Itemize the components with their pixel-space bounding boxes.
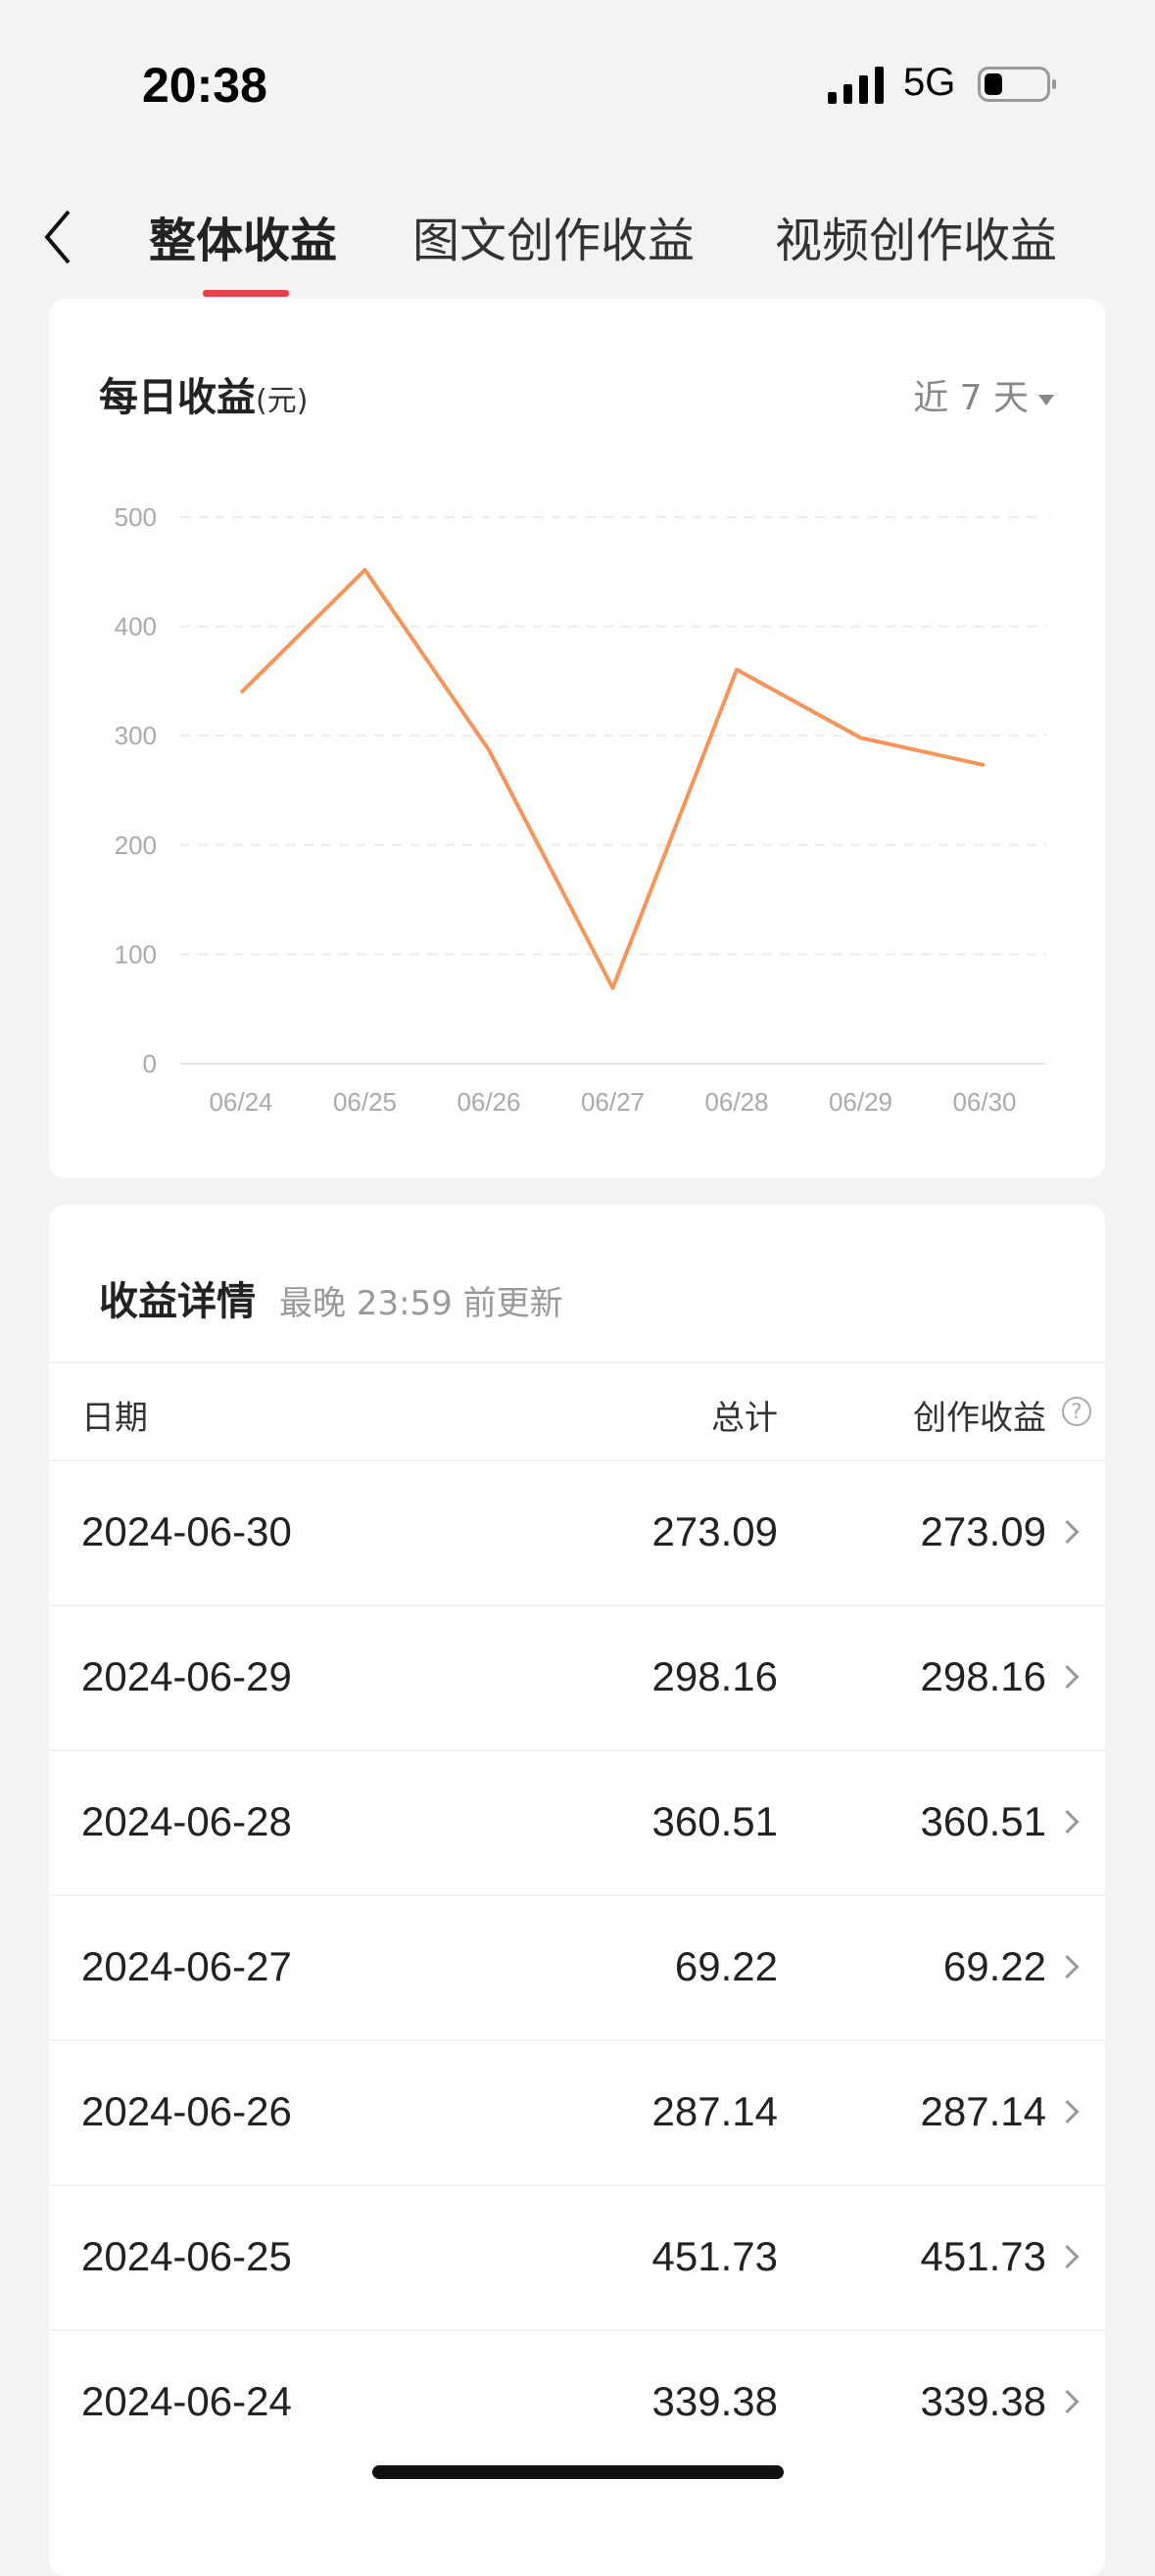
divider (49, 2329, 1105, 2331)
update-note: 最晚 23:59 前更新 (279, 1284, 563, 1323)
divider (49, 1459, 1105, 1461)
table-row[interactable]: 2024-06-25 451.73 451.73 (49, 2184, 1105, 2329)
y-tick-label: 300 (115, 721, 157, 750)
chevron-right-icon (1055, 1955, 1079, 1979)
table-row[interactable]: 2024-06-28 360.51 360.51 (49, 1749, 1105, 1894)
line-chart: 0 100 200 300 400 500 06/24 06/25 06/26 06/27 06/2… (49, 299, 1105, 1178)
y-tick-label: 0 (143, 1049, 157, 1078)
header-creator-earnings: 创作收益 (913, 1391, 1046, 1439)
y-tick-label: 100 (115, 939, 157, 969)
row-date: 2024-06-28 (81, 1798, 292, 1845)
divider (49, 1894, 1105, 1896)
network-label: 5G (903, 61, 955, 105)
y-tick-label: 200 (115, 831, 157, 860)
x-tick-label: 06/29 (829, 1087, 892, 1117)
divider (49, 1749, 1105, 1751)
help-icon[interactable]: ? (1062, 1397, 1091, 1426)
x-tick-label: 06/27 (581, 1087, 645, 1117)
x-tick-label: 06/26 (457, 1087, 520, 1117)
table-row[interactable]: 2024-06-27 69.22 69.22 (49, 1894, 1105, 2039)
header-total: 总计 (711, 1391, 778, 1439)
row-creator-earnings: 69.22 (943, 1943, 1046, 1990)
table-row[interactable]: 2024-06-30 273.09 273.09 (49, 1459, 1105, 1604)
divider (49, 2039, 1105, 2041)
x-tick-label: 06/24 (209, 1087, 272, 1117)
battery-icon (978, 67, 1050, 102)
row-total: 339.38 (652, 2378, 778, 2425)
status-time: 20:38 (142, 57, 267, 114)
header-date: 日期 (81, 1391, 148, 1439)
x-tick-label: 06/28 (704, 1087, 768, 1117)
earnings-details-card: 收益详情最晚 23:59 前更新 日期 总计 创作收益 ? 2024-06-30… (49, 1205, 1105, 2576)
row-total: 451.73 (652, 2233, 778, 2280)
chevron-right-icon (1055, 1665, 1079, 1689)
tab-overall[interactable]: 整体收益 (149, 202, 337, 270)
row-date: 2024-06-26 (81, 2088, 292, 2135)
row-creator-earnings: 298.16 (921, 1653, 1046, 1700)
row-total: 360.51 (652, 1798, 778, 1845)
row-creator-earnings: 451.73 (921, 2233, 1046, 2280)
y-tick-label: 500 (115, 502, 157, 532)
chevron-right-icon (1055, 1520, 1079, 1544)
x-tick-label: 06/25 (333, 1087, 397, 1117)
row-creator-earnings: 360.51 (921, 1798, 1046, 1845)
table-row[interactable]: 2024-06-26 287.14 287.14 (49, 2039, 1105, 2184)
x-tick-label: 06/30 (952, 1087, 1016, 1117)
y-tick-label: 400 (115, 612, 157, 642)
home-indicator (372, 2465, 784, 2479)
chevron-left-icon[interactable] (39, 208, 88, 266)
details-header: 收益详情最晚 23:59 前更新 (99, 1269, 563, 1326)
details-title: 收益详情 (99, 1279, 256, 1324)
table-row[interactable]: 2024-06-24 339.38 339.38 (49, 2329, 1105, 2474)
chevron-right-icon (1055, 2100, 1079, 2123)
row-total: 287.14 (652, 2088, 778, 2135)
row-date: 2024-06-27 (81, 1943, 292, 1990)
divider (49, 2184, 1105, 2186)
series-line (241, 570, 985, 988)
row-creator-earnings: 287.14 (921, 2088, 1046, 2135)
chevron-right-icon (1055, 1810, 1079, 1834)
table-header: 日期 总计 创作收益 ? (49, 1363, 1105, 1459)
divider (49, 1604, 1105, 1606)
row-date: 2024-06-29 (81, 1653, 292, 1700)
tab-video-earnings[interactable]: 视频创作收益 (775, 202, 1057, 270)
signal-icon (828, 67, 887, 104)
row-date: 2024-06-24 (81, 2378, 292, 2425)
chevron-right-icon (1055, 2245, 1079, 2268)
tab-article-earnings[interactable]: 图文创作收益 (412, 202, 695, 270)
chevron-right-icon (1055, 2390, 1079, 2413)
table-row[interactable]: 2024-06-29 298.16 298.16 (49, 1604, 1105, 1749)
row-total: 298.16 (652, 1653, 778, 1700)
active-tab-indicator (203, 290, 289, 297)
row-date: 2024-06-25 (81, 2233, 292, 2280)
row-creator-earnings: 273.09 (921, 1508, 1046, 1555)
row-date: 2024-06-30 (81, 1508, 292, 1555)
row-creator-earnings: 339.38 (921, 2378, 1046, 2425)
row-total: 273.09 (652, 1508, 778, 1555)
row-total: 69.22 (675, 1943, 778, 1990)
